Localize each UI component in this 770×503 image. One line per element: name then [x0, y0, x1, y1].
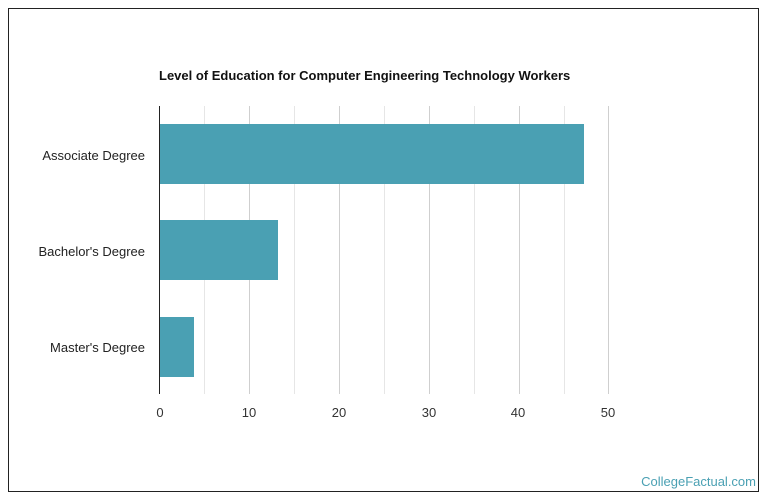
gridline [608, 106, 609, 394]
gridline [519, 106, 520, 394]
y-axis-line [159, 106, 160, 394]
x-tick: 10 [241, 405, 257, 420]
gridline [564, 106, 565, 394]
x-tick: 0 [156, 405, 164, 420]
chart-frame [8, 8, 759, 492]
gridline [384, 106, 385, 394]
gridline [429, 106, 430, 394]
chart-title: Level of Education for Computer Engineer… [159, 68, 571, 83]
x-tick: 40 [510, 405, 526, 420]
x-tick: 50 [600, 405, 616, 420]
brand-link[interactable]: CollegeFactual.com [641, 474, 756, 489]
x-tick: 20 [331, 405, 347, 420]
bar-bachelors-degree [159, 220, 278, 280]
plot-area [159, 106, 609, 394]
bar-masters-degree [159, 317, 194, 377]
y-label-bachelors: Bachelor's Degree [38, 244, 145, 259]
bar-associate-degree [159, 124, 584, 184]
gridline [294, 106, 295, 394]
gridline [339, 106, 340, 394]
y-label-masters: Master's Degree [50, 340, 145, 355]
y-label-associate: Associate Degree [42, 148, 145, 163]
x-tick: 30 [421, 405, 437, 420]
gridline [474, 106, 475, 394]
